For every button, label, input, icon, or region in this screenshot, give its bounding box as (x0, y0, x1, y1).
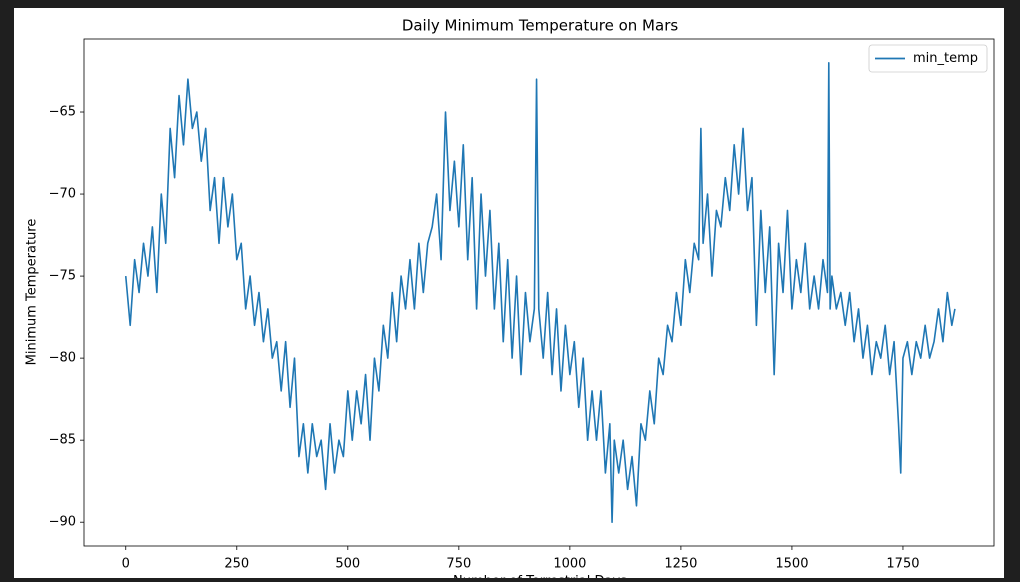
chart-title: Daily Minimum Temperature on Mars (402, 17, 679, 35)
series-line (124, 61, 956, 524)
y-tick-label: −70 (49, 187, 76, 202)
x-tick-label: 500 (335, 557, 360, 572)
axes-frame (83, 38, 995, 547)
x-tick-label: 750 (446, 557, 471, 572)
x-tick-label: 1250 (664, 557, 697, 572)
y-tick-label: −85 (49, 433, 76, 448)
y-tick-label: −75 (49, 269, 76, 284)
x-tick-label: 250 (224, 557, 249, 572)
y-tick-label: −80 (49, 351, 76, 366)
y-tick-label: −65 (49, 105, 76, 120)
x-tick-label: 1000 (553, 557, 586, 572)
x-tick-label: 1500 (775, 557, 808, 572)
legend-label: min_temp (913, 51, 978, 66)
frame-edge (14, 578, 1004, 582)
legend-box (868, 44, 988, 73)
y-tick-label: −90 (49, 515, 76, 530)
x-tick-label: 1750 (886, 557, 919, 572)
y-axis-label: Minimum Temperature (25, 219, 40, 366)
x-tick-label: 0 (122, 557, 130, 572)
